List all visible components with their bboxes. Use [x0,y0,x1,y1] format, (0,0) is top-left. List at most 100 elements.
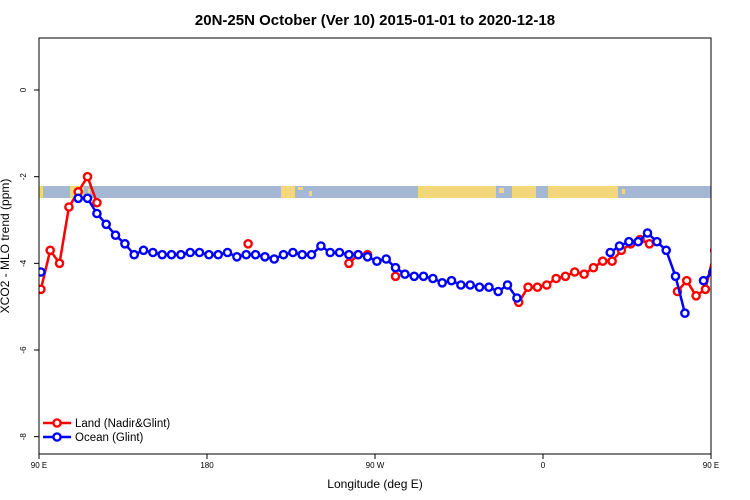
data-point [624,236,634,247]
legend-ocean-marker [52,432,62,442]
data-point [739,195,746,202]
data-point [670,271,681,282]
data-point [579,269,589,280]
data-point [681,275,692,286]
data-point [605,247,616,258]
data-point [39,267,46,277]
data-point [418,271,429,282]
data-point [698,275,709,286]
data-point [157,249,167,260]
data-point [700,284,711,295]
data-point [101,219,111,230]
data-point [129,249,139,260]
y-axis: 0 -2 -4 -6 -8 [19,87,39,440]
data-point [45,245,56,256]
series-ocean [39,193,750,319]
data-point [213,249,223,260]
data-point [644,238,655,249]
map-strip-ocean [39,186,711,198]
data-point [456,280,466,290]
data-point [194,247,205,258]
data-point [691,290,701,301]
y-tick-label: -2 [19,173,28,181]
data-point [316,241,326,251]
x-axis: 90 E 180 90 W 0 90 E [31,454,719,470]
data-point [269,254,280,264]
data-point [250,249,261,260]
data-point [642,228,653,238]
data-point [166,249,177,260]
land-patch [548,186,618,198]
plot-frame [38,37,712,455]
series-line [676,260,711,298]
data-point [306,249,317,260]
data-point [474,282,485,293]
data-point [120,238,130,249]
y-tick-label: -8 [19,433,28,441]
data-point [325,247,336,258]
x-tick-label: 90 E [31,461,47,470]
data-point [512,293,522,303]
land-patch [88,189,90,193]
x-tick-label: 90 E [703,461,719,470]
data-point [409,271,420,282]
data-point [222,247,233,258]
data-point [560,271,571,282]
land-patch [622,189,625,194]
data-point [465,280,476,290]
data-point [390,271,401,282]
data-point [493,286,504,297]
data-point [541,280,552,290]
data-point [446,275,457,286]
data-point [110,230,121,240]
data-point [176,249,186,260]
data-point [381,254,392,264]
series-line [743,198,750,254]
data-point [730,203,737,210]
data-point [204,249,214,260]
data-point [428,273,438,284]
data-point [569,267,580,277]
data-point [721,260,728,267]
data-point [597,256,608,267]
data-point [232,251,242,262]
map-strip [39,186,711,198]
y-tick-label: -6 [19,346,28,354]
legend-ocean-label: Ocean (Glint) [75,432,144,444]
legend-land-label: Land (Nadir&Glint) [75,418,170,430]
data-point [64,202,74,212]
land-patch [499,188,504,193]
data-point [92,197,102,208]
data-point [92,208,102,219]
data-point [243,238,253,249]
data-point [437,277,448,288]
data-point [73,193,83,204]
data-point [588,262,599,273]
data-point [260,251,270,262]
x-tick-label: 180 [200,461,214,470]
data-point [607,256,617,267]
data-point [241,249,251,260]
data-point [484,282,494,293]
data-point [614,241,625,251]
x-axis-label: Longitude (deg E) [327,477,422,491]
data-point [39,284,46,295]
data-point [148,247,158,258]
data-point [362,251,373,262]
series-layer [39,171,750,319]
data-point [54,258,65,269]
data-point [551,273,561,284]
data-point [138,245,149,256]
data-point [661,245,672,256]
legend: Land (Nadir&Glint) Ocean (Glint) [43,418,170,444]
data-point [739,188,746,195]
y-axis-label: XCO2 - MLO trend (ppm) [0,179,12,314]
data-point [708,267,711,277]
land-patch [39,186,43,198]
data-point [82,193,93,204]
data-point [652,236,662,247]
data-point [680,308,690,319]
data-point [288,247,298,258]
data-point [709,247,711,254]
